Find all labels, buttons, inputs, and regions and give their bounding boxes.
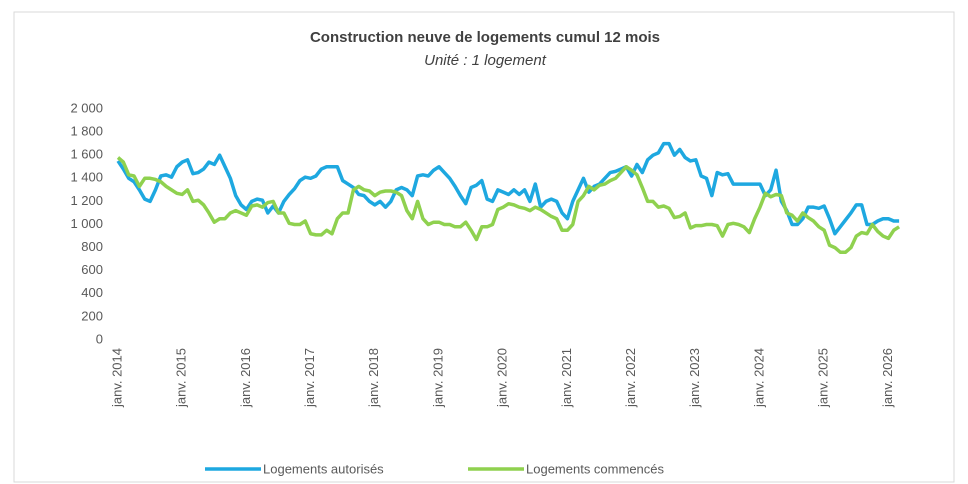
x-tick-label: janv. 2024 [751, 348, 766, 408]
y-tick-label: 2 000 [70, 100, 103, 115]
x-tick-label: janv. 2015 [174, 348, 189, 408]
x-tick-label: janv. 2021 [559, 348, 574, 408]
chart-frame [13, 11, 955, 483]
x-tick-label: janv. 2023 [687, 348, 702, 408]
y-tick-label: 800 [81, 239, 103, 254]
series-line [116, 156, 901, 254]
legend-label: Logements autorisés [263, 461, 384, 476]
y-tick-label: 1 800 [70, 124, 103, 139]
y-tick-label: 0 [96, 331, 103, 346]
legend-label: Logements commencés [526, 461, 665, 476]
y-tick-label: 1 400 [70, 170, 103, 185]
y-tick-label: 200 [81, 308, 103, 323]
x-tick-label: janv. 2020 [495, 348, 510, 408]
x-tick-label: janv. 2016 [238, 348, 253, 408]
series-line [116, 141, 900, 236]
y-tick-label: 600 [81, 262, 103, 277]
x-tick-label: janv. 2017 [302, 348, 317, 408]
chart-subtitle: Unité : 1 logement [424, 52, 547, 69]
x-tick-label: janv. 2018 [366, 348, 381, 408]
y-tick-label: 1 600 [70, 147, 103, 162]
chart-title: Construction neuve de logements cumul 12… [310, 29, 660, 46]
x-tick-label: janv. 2025 [816, 348, 831, 408]
y-tick-label: 1 000 [70, 216, 103, 231]
y-tick-label: 1 200 [70, 193, 103, 208]
y-tick-label: 400 [81, 285, 103, 300]
x-tick-label: janv. 2022 [623, 348, 638, 408]
x-tick-label: janv. 2026 [880, 348, 895, 408]
x-tick-label: janv. 2019 [430, 348, 445, 408]
x-tick-label: janv. 2014 [109, 348, 124, 408]
